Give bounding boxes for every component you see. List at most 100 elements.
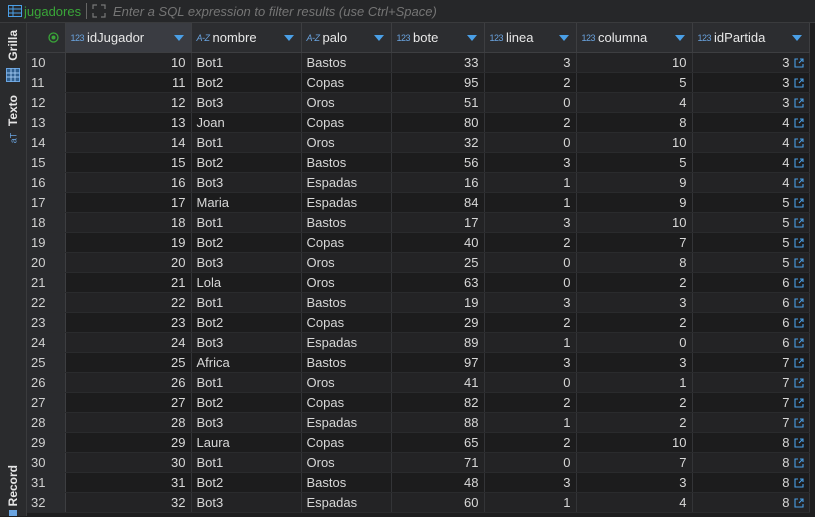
row-number[interactable]: 31 xyxy=(27,472,66,493)
cell-bote[interactable]: 82 xyxy=(391,392,485,413)
tab-texto[interactable]: Texto xyxy=(0,93,26,129)
cell-linea[interactable]: 0 xyxy=(484,92,577,113)
cell-columna[interactable]: 10 xyxy=(576,132,693,153)
cell-idpartida[interactable]: 5 xyxy=(692,232,810,253)
cell-nombre[interactable]: Bot2 xyxy=(191,312,302,333)
table-row[interactable]: 18 18 Bot1 Bastos 17 3 10 5 xyxy=(27,212,810,233)
cell-linea[interactable]: 2 xyxy=(484,112,577,133)
row-number[interactable]: 11 xyxy=(27,72,66,93)
row-number[interactable]: 15 xyxy=(27,152,66,173)
cell-columna[interactable]: 3 xyxy=(576,472,693,493)
cell-nombre[interactable]: Bot3 xyxy=(191,252,302,273)
cell-bote[interactable]: 65 xyxy=(391,432,485,453)
column-header-columna[interactable]: 123 columna xyxy=(576,23,693,53)
cell-idpartida[interactable]: 7 xyxy=(692,372,810,393)
open-reference-icon[interactable] xyxy=(793,477,804,488)
cell-nombre[interactable]: Africa xyxy=(191,352,302,373)
open-reference-icon[interactable] xyxy=(793,77,804,88)
cell-columna[interactable]: 7 xyxy=(576,232,693,253)
open-reference-icon[interactable] xyxy=(793,237,804,248)
cell-columna[interactable]: 2 xyxy=(576,412,693,433)
row-number[interactable]: 17 xyxy=(27,192,66,213)
row-number[interactable]: 16 xyxy=(27,172,66,193)
table-name[interactable]: jugadores xyxy=(24,3,82,19)
open-reference-icon[interactable] xyxy=(793,257,804,268)
open-reference-icon[interactable] xyxy=(793,157,804,168)
cell-idjugador[interactable]: 22 xyxy=(65,292,192,313)
open-reference-icon[interactable] xyxy=(793,357,804,368)
cell-nombre[interactable]: Bot2 xyxy=(191,72,302,93)
table-row[interactable]: 28 28 Bot3 Espadas 88 1 2 7 xyxy=(27,412,810,433)
row-number[interactable]: 25 xyxy=(27,352,66,373)
table-row[interactable]: 11 11 Bot2 Copas 95 2 5 3 xyxy=(27,72,810,93)
cell-palo[interactable]: Bastos xyxy=(301,472,392,493)
row-number[interactable]: 14 xyxy=(27,132,66,153)
sort-dropdown-icon[interactable] xyxy=(558,35,569,41)
table-row[interactable]: 19 19 Bot2 Copas 40 2 7 5 xyxy=(27,232,810,253)
sort-dropdown-icon[interactable] xyxy=(173,35,184,41)
open-reference-icon[interactable] xyxy=(793,437,804,448)
cell-nombre[interactable]: Bot3 xyxy=(191,332,302,353)
table-row[interactable]: 23 23 Bot2 Copas 29 2 2 6 xyxy=(27,312,810,333)
cell-idpartida[interactable]: 8 xyxy=(692,452,810,473)
cell-linea[interactable]: 1 xyxy=(484,192,577,213)
cell-palo[interactable]: Espadas xyxy=(301,192,392,213)
table-row[interactable]: 27 27 Bot2 Copas 82 2 2 7 xyxy=(27,392,810,413)
cell-idpartida[interactable]: 8 xyxy=(692,432,810,453)
cell-columna[interactable]: 2 xyxy=(576,272,693,293)
cell-columna[interactable]: 10 xyxy=(576,212,693,233)
row-number[interactable]: 22 xyxy=(27,292,66,313)
cell-linea[interactable]: 2 xyxy=(484,392,577,413)
cell-linea[interactable]: 2 xyxy=(484,432,577,453)
open-reference-icon[interactable] xyxy=(793,497,804,508)
cell-nombre[interactable]: Bot3 xyxy=(191,492,302,513)
cell-palo[interactable]: Espadas xyxy=(301,412,392,433)
row-number[interactable]: 27 xyxy=(27,392,66,413)
cell-linea[interactable]: 1 xyxy=(484,172,577,193)
cell-bote[interactable]: 95 xyxy=(391,72,485,93)
cell-nombre[interactable]: Joan xyxy=(191,112,302,133)
open-reference-icon[interactable] xyxy=(793,177,804,188)
cell-bote[interactable]: 16 xyxy=(391,172,485,193)
cell-columna[interactable]: 9 xyxy=(576,172,693,193)
open-reference-icon[interactable] xyxy=(793,377,804,388)
grid-view-button[interactable] xyxy=(0,66,26,84)
open-reference-icon[interactable] xyxy=(793,317,804,328)
cell-columna[interactable]: 5 xyxy=(576,72,693,93)
cell-idjugador[interactable]: 23 xyxy=(65,312,192,333)
cell-bote[interactable]: 48 xyxy=(391,472,485,493)
cell-idjugador[interactable]: 29 xyxy=(65,432,192,453)
cell-columna[interactable]: 1 xyxy=(576,372,693,393)
cell-idpartida[interactable]: 7 xyxy=(692,352,810,373)
cell-bote[interactable]: 19 xyxy=(391,292,485,313)
expand-icon[interactable] xyxy=(91,3,107,19)
cell-columna[interactable]: 10 xyxy=(576,52,693,73)
cell-bote[interactable]: 41 xyxy=(391,372,485,393)
open-reference-icon[interactable] xyxy=(793,57,804,68)
cell-idjugador[interactable]: 16 xyxy=(65,172,192,193)
cell-nombre[interactable]: Bot1 xyxy=(191,132,302,153)
cell-columna[interactable]: 4 xyxy=(576,492,693,513)
table-row[interactable]: 26 26 Bot1 Oros 41 0 1 7 xyxy=(27,372,810,393)
table-row[interactable]: 10 10 Bot1 Bastos 33 3 10 3 xyxy=(27,52,810,73)
column-header-idjugador[interactable]: 123 idJugador xyxy=(65,23,192,53)
cell-columna[interactable]: 4 xyxy=(576,92,693,113)
cell-idjugador[interactable]: 12 xyxy=(65,92,192,113)
cell-idjugador[interactable]: 26 xyxy=(65,372,192,393)
cell-linea[interactable]: 3 xyxy=(484,472,577,493)
cell-palo[interactable]: Espadas xyxy=(301,332,392,353)
cell-bote[interactable]: 63 xyxy=(391,272,485,293)
cell-linea[interactable]: 1 xyxy=(484,332,577,353)
open-reference-icon[interactable] xyxy=(793,137,804,148)
open-reference-icon[interactable] xyxy=(793,457,804,468)
cell-bote[interactable]: 71 xyxy=(391,452,485,473)
cell-idjugador[interactable]: 27 xyxy=(65,392,192,413)
cell-palo[interactable]: Copas xyxy=(301,112,392,133)
cell-idjugador[interactable]: 17 xyxy=(65,192,192,213)
cell-palo[interactable]: Espadas xyxy=(301,172,392,193)
cell-bote[interactable]: 51 xyxy=(391,92,485,113)
cell-idpartida[interactable]: 4 xyxy=(692,132,810,153)
cell-columna[interactable]: 10 xyxy=(576,432,693,453)
text-view-button[interactable]: aT xyxy=(0,131,26,145)
cell-idjugador[interactable]: 28 xyxy=(65,412,192,433)
